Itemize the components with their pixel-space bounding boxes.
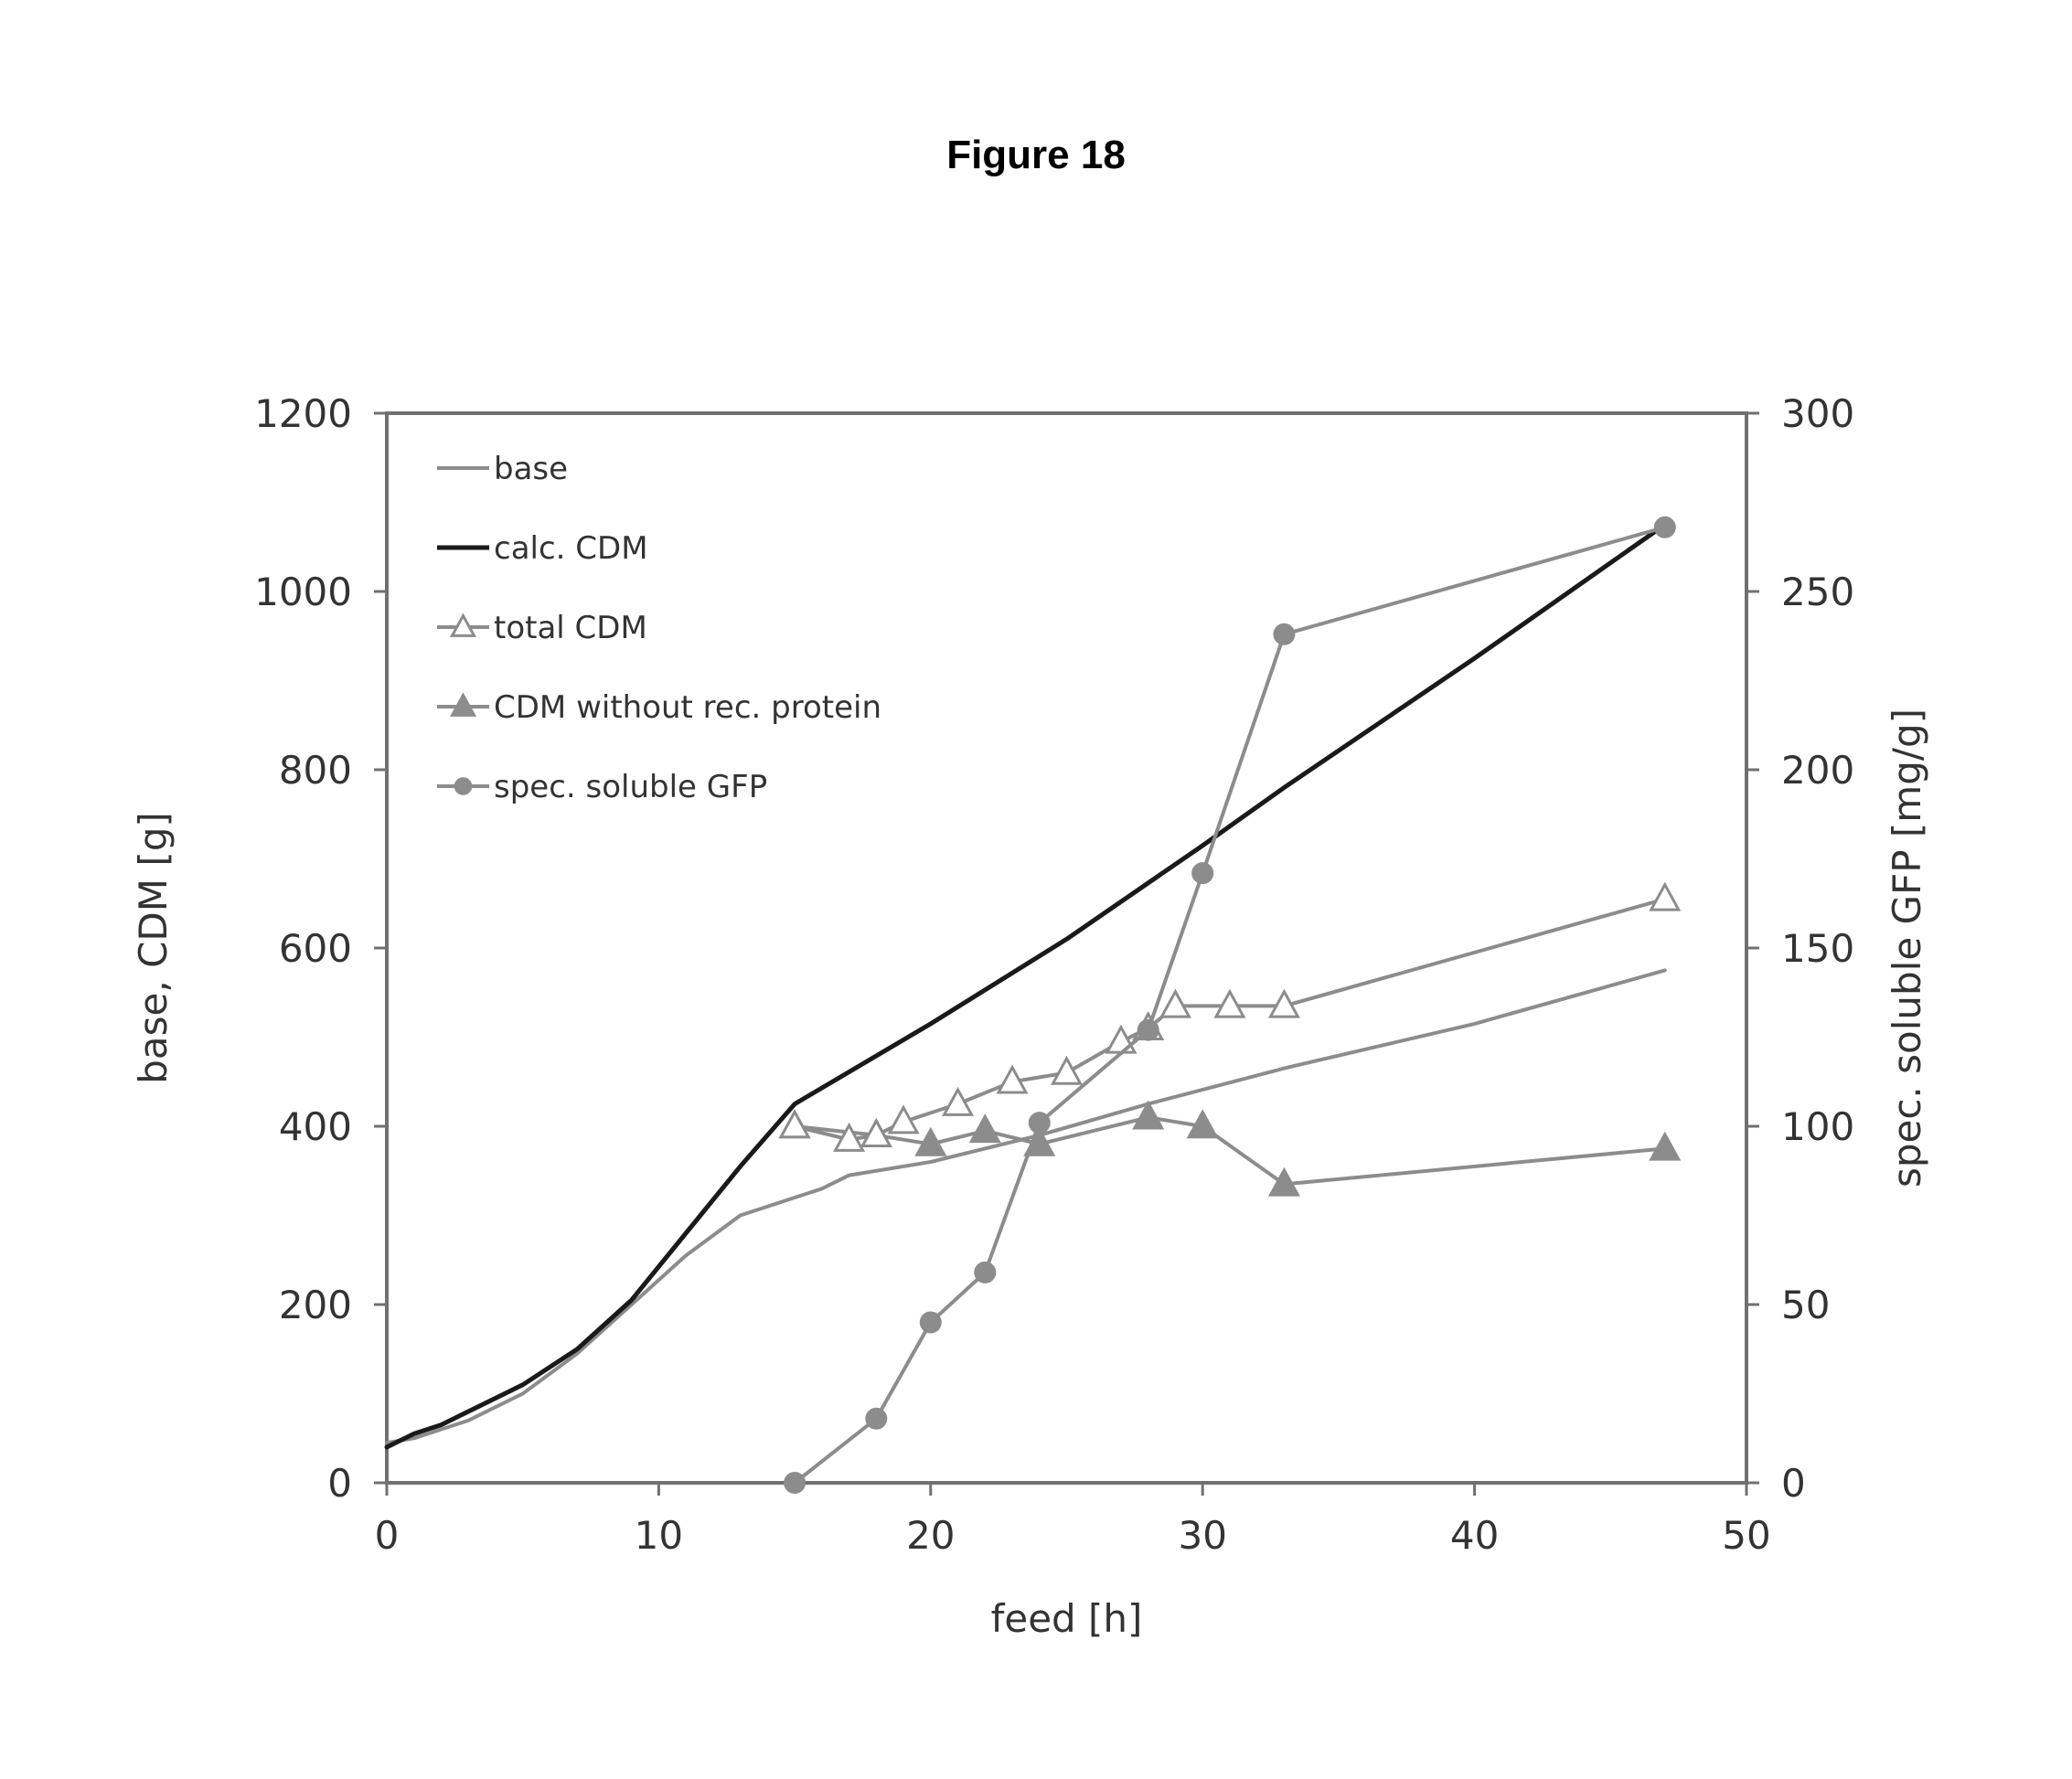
filled-triangle-marker: [1186, 1109, 1219, 1139]
y-tick-label: 0: [327, 1461, 352, 1506]
x-tick-label: 50: [1722, 1513, 1770, 1558]
y2-axis-title: spec. soluble GFP [mg/g]: [1885, 708, 1929, 1188]
legend-label: spec. soluble GFP: [494, 769, 767, 805]
y-axis-title: base, CDM [g]: [131, 812, 176, 1084]
legend-label: CDM without rec. protein: [494, 689, 881, 726]
figure-title: Figure 18: [946, 133, 1126, 177]
filled-triangle-marker: [1267, 1166, 1300, 1197]
filled-triangle-marker: [914, 1126, 947, 1156]
open-triangle-marker: [1159, 988, 1191, 1018]
y2-tick-label: 250: [1781, 570, 1854, 614]
open-triangle-marker: [860, 1118, 892, 1147]
legend-label: total CDM: [494, 610, 647, 646]
x-axis-title: feed [h]: [991, 1596, 1143, 1641]
ticks: 0 10 20 30 40 5002004006008001000120005010015…: [254, 391, 1854, 1558]
legend: base calc. CDM total CDM CDM without rec. p…: [437, 451, 881, 805]
legend-item: CDM without rec. protein: [437, 689, 881, 726]
filled-triangle-marker: [968, 1113, 1001, 1144]
plot-frame: [385, 411, 1748, 1485]
y2-tick-label: 100: [1781, 1104, 1854, 1149]
x-tick-label: 30: [1178, 1513, 1226, 1558]
y-tick-label: 400: [279, 1104, 352, 1149]
legend-circle-marker: [454, 777, 473, 795]
y-tick-label: 1200: [254, 391, 352, 436]
filled-triangle-marker: [1132, 1100, 1165, 1130]
y-tick-label: 600: [279, 926, 352, 971]
open-triangle-marker: [778, 1109, 811, 1139]
circle-marker: [1137, 1018, 1159, 1041]
open-triangle-marker: [996, 1064, 1029, 1094]
open-triangle-marker: [1105, 1024, 1137, 1054]
legend-open-triangle-marker: [449, 613, 477, 637]
plot-area-border: [385, 411, 1748, 1485]
y-tick-label: 1000: [254, 570, 352, 614]
circle-marker: [974, 1261, 997, 1284]
circle-marker: [1191, 862, 1214, 885]
open-triangle-marker: [1649, 881, 1682, 911]
x-tick-label: 40: [1450, 1513, 1499, 1558]
y2-tick-label: 50: [1781, 1283, 1830, 1327]
x-tick-label: 0: [375, 1513, 400, 1558]
y2-tick-label: 150: [1781, 926, 1854, 971]
y-tick-label: 800: [279, 748, 352, 793]
legend-item: calc. CDM: [437, 530, 648, 567]
circle-marker: [919, 1311, 942, 1334]
y2-tick-label: 300: [1781, 391, 1854, 436]
open-triangle-marker: [833, 1122, 866, 1152]
series-line-total-cdm: [793, 897, 1667, 1142]
circle-marker: [784, 1472, 806, 1494]
circle-marker: [865, 1407, 888, 1430]
legend-item: base: [437, 451, 568, 487]
open-triangle-marker: [942, 1086, 975, 1116]
series-base: [385, 968, 1667, 1445]
open-triangle-marker: [887, 1104, 920, 1135]
open-triangle-marker: [1050, 1055, 1084, 1085]
legend-item: spec. soluble GFP: [437, 769, 767, 805]
y2-tick-label: 200: [1781, 748, 1854, 793]
series-spec-soluble-gfp: [784, 516, 1676, 1494]
circle-marker: [1273, 623, 1296, 645]
circle-marker: [1653, 516, 1676, 538]
legend-label: calc. CDM: [494, 530, 648, 567]
series-layer: [384, 516, 1682, 1494]
open-triangle-marker: [1267, 988, 1300, 1018]
legend-item: total CDM: [437, 610, 647, 646]
y-tick-label: 200: [279, 1283, 352, 1327]
circle-marker: [1028, 1112, 1051, 1135]
open-triangle-marker: [1213, 988, 1246, 1018]
legend-label: base: [494, 451, 568, 487]
series-total-cdm: [778, 881, 1682, 1152]
series-calc-cdm: [384, 522, 1668, 1450]
y2-tick-label: 0: [1781, 1461, 1806, 1506]
legend-filled-triangle-marker: [449, 692, 477, 717]
series-line-calc-cdm: [384, 522, 1668, 1450]
x-tick-label: 20: [906, 1513, 955, 1558]
x-tick-label: 10: [635, 1513, 683, 1558]
series-line-base: [385, 968, 1667, 1445]
filled-triangle-marker: [1649, 1131, 1682, 1161]
